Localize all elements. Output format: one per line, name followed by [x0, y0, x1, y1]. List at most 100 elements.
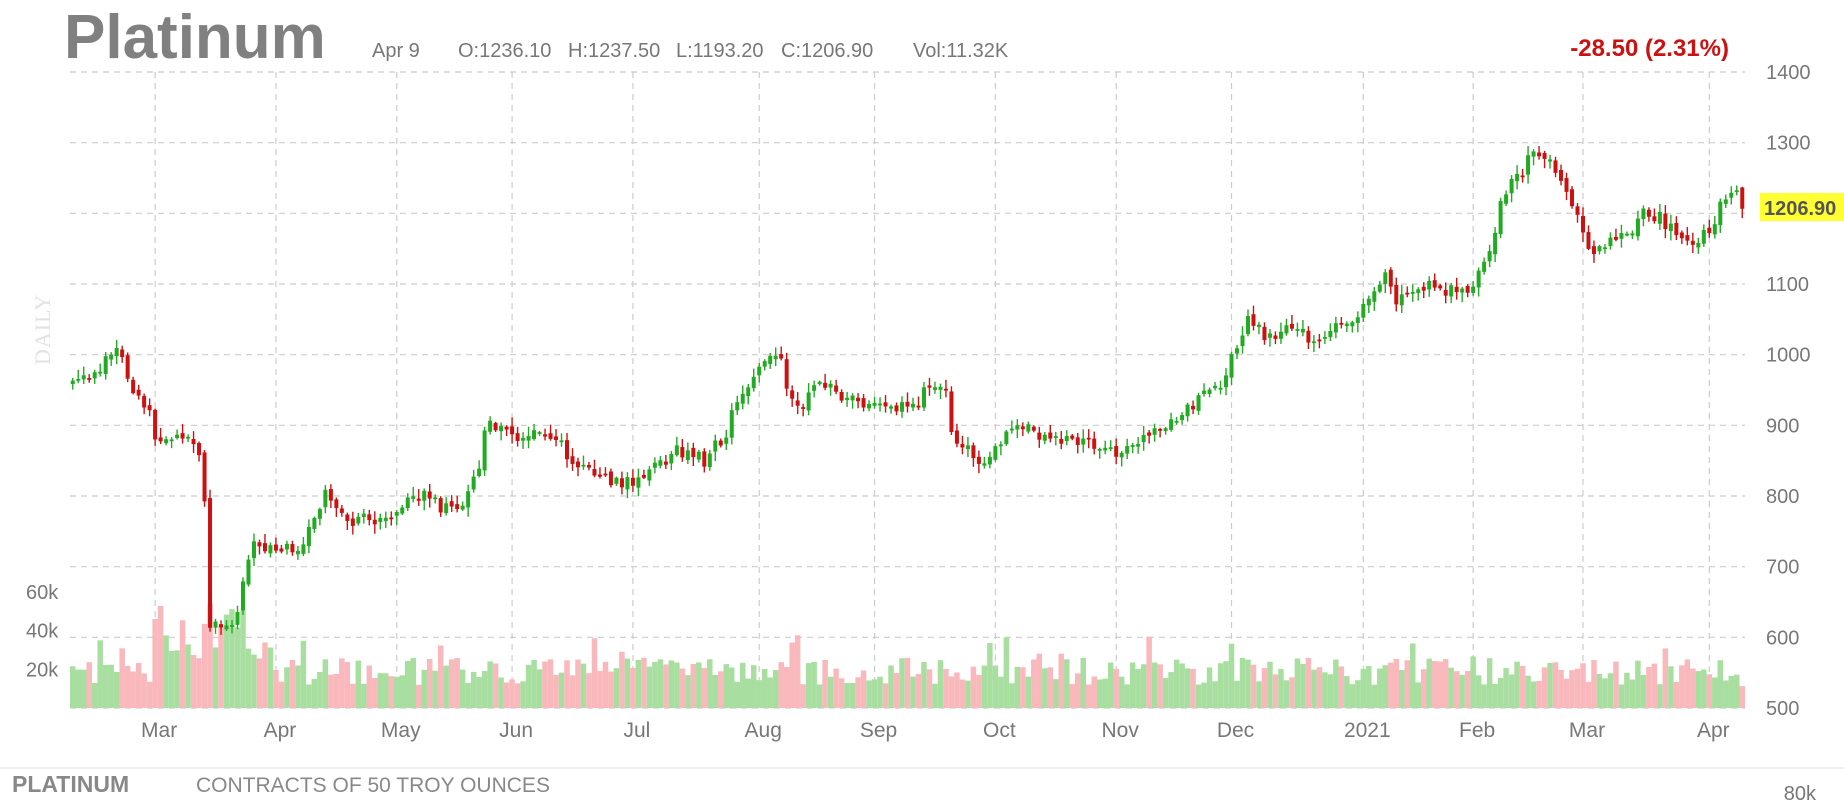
candle-body	[1333, 323, 1338, 333]
volume-bars	[70, 603, 1745, 708]
candle-body	[949, 391, 954, 433]
candle-body	[1416, 289, 1421, 293]
footer-volume-tick: 80k	[1784, 783, 1817, 800]
volume-bar	[212, 647, 219, 708]
candle-body	[125, 355, 130, 379]
volume-bar	[267, 647, 274, 708]
volume-bar	[871, 679, 878, 708]
candle-body	[1180, 415, 1185, 421]
x-tick-label: Aug	[745, 719, 782, 742]
volume-bar	[1668, 666, 1674, 708]
candle-body	[910, 403, 915, 408]
volume-bar	[1492, 683, 1498, 708]
volume-bar	[1305, 657, 1312, 708]
volume-bar	[1728, 675, 1735, 708]
candle-body	[1114, 446, 1119, 457]
x-tick-label: Nov	[1102, 719, 1140, 742]
volume-bar	[454, 658, 460, 708]
candle-body	[1729, 192, 1734, 198]
candle-body	[1537, 152, 1542, 157]
candle-body	[372, 519, 377, 525]
volume-bar	[800, 684, 806, 708]
volume-bar	[1146, 636, 1152, 708]
candle-body	[109, 354, 114, 360]
volume-bar	[1300, 663, 1306, 708]
volume-bar	[1129, 662, 1136, 708]
candle-body	[1136, 443, 1141, 447]
volume-bar	[361, 683, 367, 708]
candle-body	[235, 611, 240, 625]
y-tick-label: 1300	[1766, 133, 1811, 155]
volume-bar	[1234, 680, 1240, 708]
candle-body	[1191, 405, 1196, 410]
volume-bar	[1217, 663, 1224, 708]
candle-body	[707, 453, 712, 468]
candle-body	[938, 386, 943, 390]
volume-bar	[1206, 667, 1213, 708]
volume-bar	[97, 640, 103, 708]
candle-body	[1361, 303, 1366, 318]
x-tick-label: Mar	[141, 719, 177, 742]
candle-body	[356, 516, 361, 524]
volume-bar	[1470, 656, 1476, 708]
candle-body	[81, 375, 86, 380]
candle-body	[1526, 155, 1531, 175]
volume-bar	[1058, 653, 1065, 708]
x-tick-label: Feb	[1459, 719, 1495, 742]
volume-bar	[712, 675, 719, 708]
candle-body	[1482, 261, 1487, 272]
candle-body	[1377, 284, 1382, 292]
volume-bar	[1053, 679, 1059, 708]
candle-body	[378, 517, 383, 522]
candle-body	[823, 382, 828, 388]
candle-body	[312, 517, 317, 529]
candle-body	[1498, 201, 1503, 235]
candle-body	[1399, 294, 1404, 306]
candle-body	[1009, 428, 1014, 431]
candle-body	[757, 366, 762, 376]
volume-bar	[525, 664, 532, 708]
candle-body	[1086, 437, 1091, 440]
candle-body	[273, 544, 278, 551]
volume-bar	[1569, 670, 1575, 708]
candle-body	[1421, 286, 1426, 291]
candle-body	[87, 378, 92, 380]
candle-body	[658, 460, 663, 466]
candle-body	[449, 501, 454, 507]
volume-bar	[102, 664, 109, 708]
volume-bar	[1256, 681, 1262, 708]
volume-bar	[1629, 679, 1636, 708]
candle-body	[1141, 435, 1146, 443]
candle-body	[1520, 175, 1525, 178]
candle-body	[1630, 233, 1635, 236]
volume-bar	[1162, 677, 1169, 708]
candle-body	[1509, 178, 1514, 194]
volume-bar	[668, 660, 675, 708]
candle-body	[422, 490, 427, 501]
candle-body	[751, 376, 756, 389]
volume-bar	[113, 671, 120, 708]
volume-bar	[1031, 659, 1037, 708]
candle-body	[1443, 289, 1448, 296]
price-change: -28.50 (2.31%)	[1570, 35, 1729, 62]
volume-bar	[262, 642, 268, 708]
candle-body	[773, 355, 778, 360]
volume-bar	[1426, 658, 1432, 708]
volume-bar	[1475, 675, 1482, 708]
candle-body	[1394, 284, 1399, 305]
candle-body	[488, 420, 493, 432]
candle-body	[872, 402, 877, 406]
volume-bar	[251, 654, 257, 708]
candle-body	[900, 402, 905, 412]
candle-body	[1663, 213, 1668, 230]
volume-bar	[1437, 661, 1443, 708]
volume-bar	[1195, 684, 1202, 708]
candle-body	[1350, 322, 1355, 327]
candle-body	[76, 378, 81, 381]
volume-bar	[1223, 661, 1229, 708]
volume-bar	[1712, 677, 1718, 708]
candle-body	[1245, 316, 1250, 335]
candle-body	[120, 349, 125, 358]
volume-bar	[256, 658, 263, 708]
volume-bar	[723, 664, 730, 708]
